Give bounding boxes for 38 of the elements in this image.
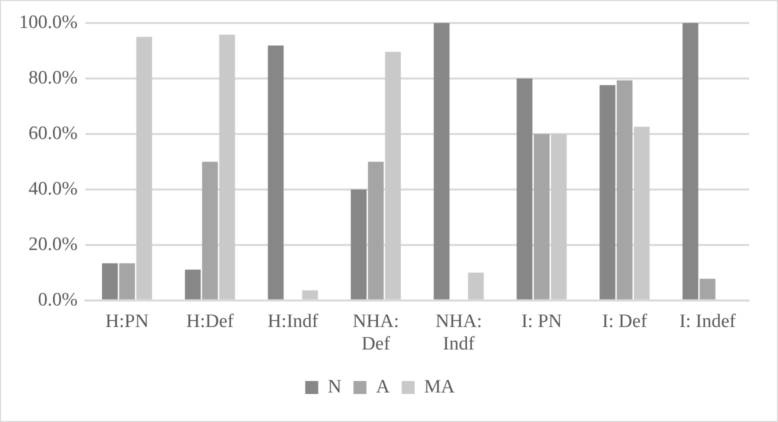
bar	[136, 36, 152, 300]
bar	[700, 278, 716, 300]
legend-label: N	[328, 376, 342, 398]
y-tick-label: 20.0%	[28, 234, 78, 255]
bar	[368, 162, 384, 300]
x-tick-label: I: Indef	[679, 310, 736, 332]
bar	[202, 162, 218, 300]
legend-label: A	[376, 376, 390, 398]
bar	[468, 272, 484, 300]
x-tick-label: NHA: Indf	[436, 310, 482, 355]
x-tick-label: H:Indf	[268, 310, 319, 332]
y-tick-label: 100.0%	[19, 12, 78, 33]
bar	[434, 23, 450, 300]
bar	[682, 23, 698, 300]
bar	[550, 134, 567, 300]
bar	[634, 126, 650, 300]
bar	[102, 263, 118, 300]
x-tick-label: I: PN	[521, 310, 562, 332]
x-tick-label: H:Def	[186, 310, 234, 332]
bar	[385, 52, 401, 300]
bar	[600, 85, 616, 300]
bar	[516, 78, 532, 300]
bar	[219, 34, 235, 300]
bar	[184, 270, 201, 300]
legend-label: MA	[424, 376, 456, 398]
bar	[268, 45, 284, 300]
bar	[302, 290, 318, 300]
bar	[350, 189, 367, 300]
x-tick-label: H:PN	[105, 310, 149, 332]
y-tick-label: 60.0%	[28, 122, 78, 144]
bar	[534, 134, 550, 300]
bar	[616, 80, 632, 300]
x-tick-label: I: Def	[602, 310, 648, 332]
y-tick-label: 80.0%	[28, 67, 78, 88]
bar	[119, 263, 135, 300]
x-tick-label: NHA: Def	[352, 310, 400, 355]
y-tick-label: 0.0%	[38, 289, 78, 310]
y-tick-label: 40.0%	[28, 178, 78, 200]
